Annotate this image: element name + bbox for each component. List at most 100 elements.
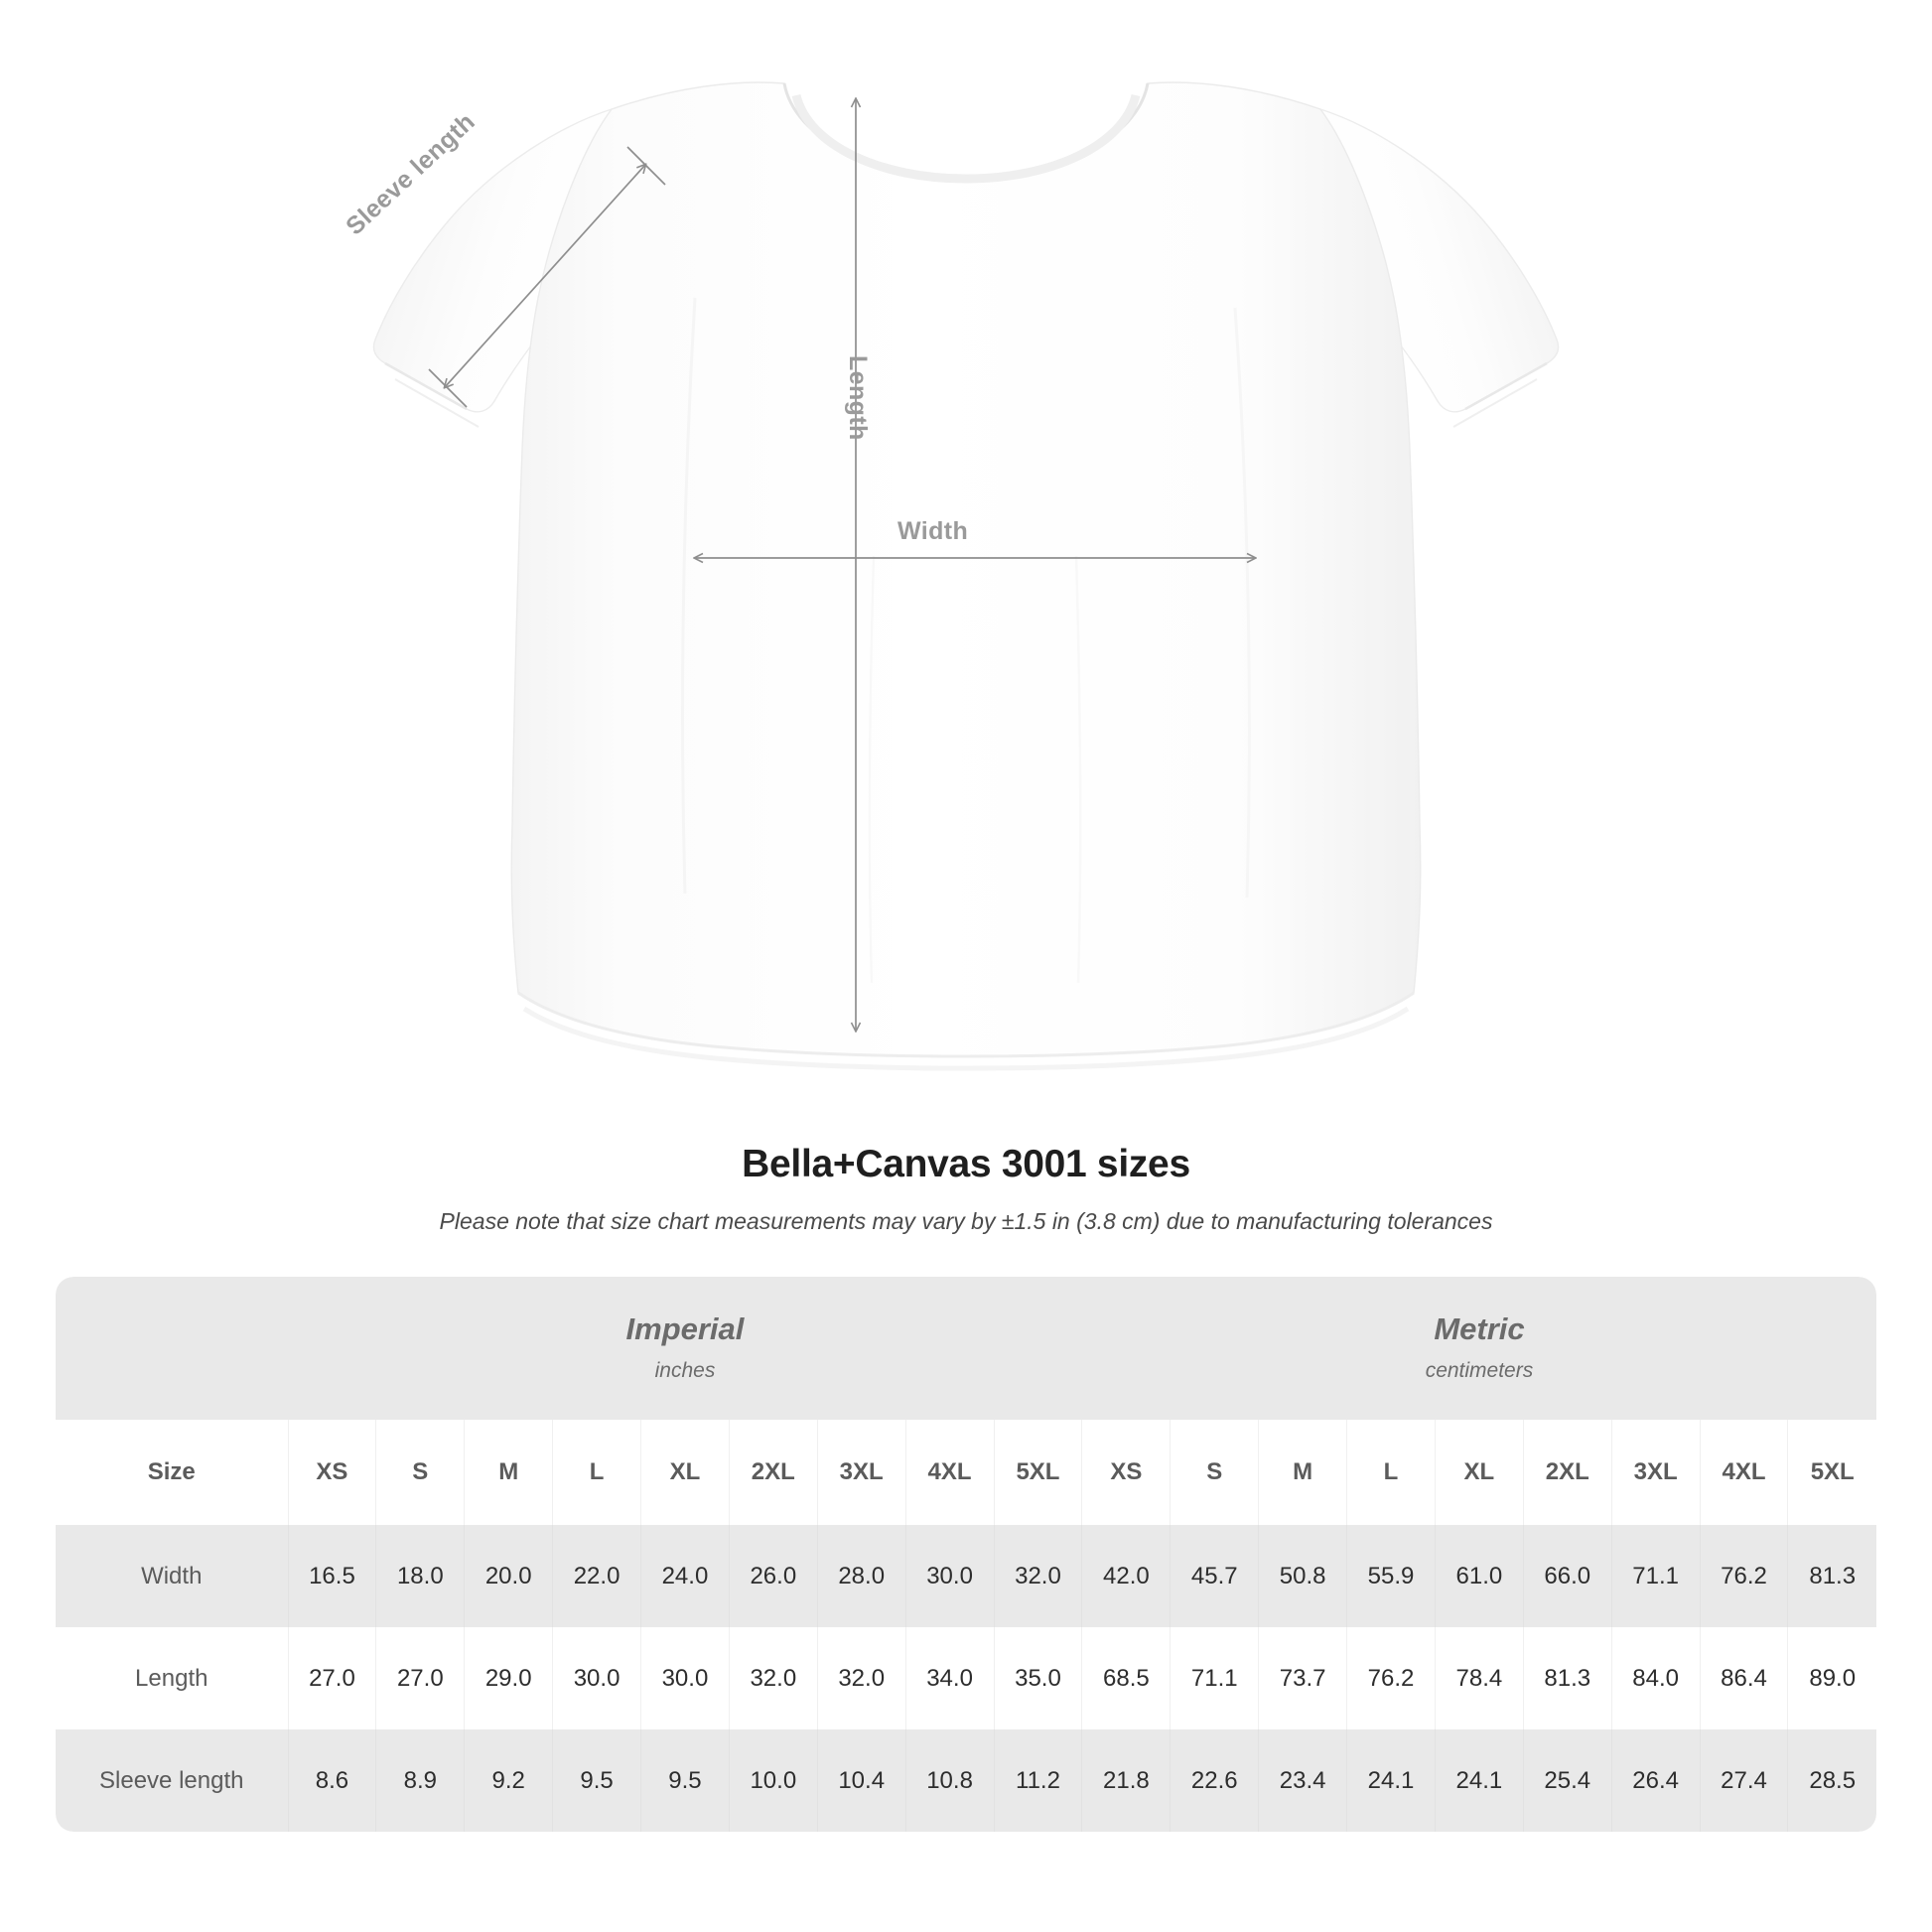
- cell-sleeve-length-metric-xl: 24.1: [1434, 1729, 1524, 1832]
- size-table: Imperial inches Metric centimeters Size XS S M L…: [56, 1277, 1876, 1832]
- cell-width-metric-xs: 42.0: [1081, 1525, 1171, 1627]
- size-column-header-s-metric: S: [1170, 1420, 1259, 1525]
- cell-length-imperial-xl: 30.0: [640, 1627, 730, 1729]
- cell-width-metric-l: 55.9: [1346, 1525, 1436, 1627]
- row-header-width: Width: [56, 1525, 288, 1627]
- cell-length-imperial-l: 30.0: [552, 1627, 641, 1729]
- table-row: Width 16.5 18.0 20.0 22.0 24.0 26.0 28.0 30.0 32.…: [56, 1525, 1876, 1627]
- measurement-arrows: [428, 99, 1255, 1031]
- cell-width-metric-4xl: 76.2: [1699, 1525, 1788, 1627]
- size-column-header-4xl-imperial: 4XL: [904, 1420, 994, 1525]
- unit-group-name: Metric: [1434, 1311, 1525, 1347]
- cell-sleeve-length-imperial-xl: 9.5: [640, 1729, 730, 1832]
- cell-width-metric-2xl: 66.0: [1522, 1525, 1612, 1627]
- cell-width-metric-5xl: 81.3: [1787, 1525, 1876, 1627]
- tolerance-note: Please note that size chart measurements…: [439, 1207, 1493, 1234]
- cell-width-imperial-xl: 24.0: [640, 1525, 730, 1627]
- size-column-header-l-metric: L: [1346, 1420, 1436, 1525]
- tshirt-garment: [372, 81, 1560, 1071]
- cell-width-imperial-l: 22.0: [552, 1525, 641, 1627]
- cell-sleeve-length-imperial-s: 8.9: [375, 1729, 465, 1832]
- cell-length-metric-l: 76.2: [1346, 1627, 1436, 1729]
- page-title: Bella+Canvas 3001 sizes: [742, 1143, 1190, 1185]
- cell-width-metric-m: 50.8: [1258, 1525, 1347, 1627]
- cell-length-imperial-3xl: 32.0: [816, 1627, 906, 1729]
- cell-sleeve-length-imperial-l: 9.5: [552, 1729, 641, 1832]
- unit-banner-row: Imperial inches Metric centimeters: [56, 1277, 1876, 1420]
- cell-width-imperial-xs: 16.5: [287, 1525, 376, 1627]
- cell-sleeve-length-metric-s: 22.6: [1170, 1729, 1259, 1832]
- cell-sleeve-length-imperial-xs: 8.6: [287, 1729, 376, 1832]
- cell-width-imperial-3xl: 28.0: [816, 1525, 906, 1627]
- cell-sleeve-length-metric-3xl: 26.4: [1610, 1729, 1701, 1832]
- width-label: Width: [897, 517, 969, 545]
- cell-length-imperial-xs: 27.0: [287, 1627, 376, 1729]
- cell-sleeve-length-imperial-3xl: 10.4: [816, 1729, 906, 1832]
- cell-sleeve-length-imperial-4xl: 10.8: [904, 1729, 994, 1832]
- table-row: Length 27.0 27.0 29.0 30.0 30.0 32.0 32.0 34.0 35…: [56, 1627, 1876, 1729]
- size-column-header-4xl-metric: 4XL: [1699, 1420, 1788, 1525]
- cell-width-imperial-m: 20.0: [464, 1525, 553, 1627]
- row-header-length: Length: [56, 1627, 288, 1729]
- cell-sleeve-length-metric-xs: 21.8: [1081, 1729, 1171, 1832]
- cell-width-metric-3xl: 71.1: [1610, 1525, 1701, 1627]
- table-row: Sleeve length 8.6 8.9 9.2 9.5 9.5 10.0 10.4 10.8…: [56, 1729, 1876, 1832]
- size-column-header-m-metric: M: [1258, 1420, 1347, 1525]
- cell-length-imperial-2xl: 32.0: [728, 1627, 818, 1729]
- cell-width-imperial-4xl: 30.0: [904, 1525, 994, 1627]
- cell-sleeve-length-metric-m: 23.4: [1258, 1729, 1347, 1832]
- size-column-header-2xl-metric: 2XL: [1522, 1420, 1612, 1525]
- size-column-header-xl-imperial: XL: [640, 1420, 730, 1525]
- tshirt-illustration: [372, 81, 1560, 1071]
- cell-length-imperial-m: 29.0: [464, 1627, 553, 1729]
- size-column-header-5xl-metric: 5XL: [1787, 1420, 1876, 1525]
- cell-length-metric-5xl: 89.0: [1787, 1627, 1876, 1729]
- chart-title-block: Bella+Canvas 3001 sizes Please note that…: [0, 1143, 1932, 1235]
- cell-length-imperial-5xl: 35.0: [993, 1627, 1082, 1729]
- cell-length-metric-m: 73.7: [1258, 1627, 1347, 1729]
- cell-width-imperial-s: 18.0: [375, 1525, 465, 1627]
- column-header-size: Size: [56, 1420, 288, 1525]
- cell-length-metric-xs: 68.5: [1081, 1627, 1171, 1729]
- cell-width-imperial-2xl: 26.0: [728, 1525, 818, 1627]
- size-column-header-xs-imperial: XS: [287, 1420, 376, 1525]
- cell-length-imperial-s: 27.0: [375, 1627, 465, 1729]
- size-column-header-2xl-imperial: 2XL: [728, 1420, 818, 1525]
- size-column-header-3xl-imperial: 3XL: [816, 1420, 906, 1525]
- unit-banner-spacer: [56, 1277, 288, 1420]
- cell-length-metric-2xl: 81.3: [1522, 1627, 1612, 1729]
- size-column-header-xl-metric: XL: [1434, 1420, 1524, 1525]
- size-column-header-3xl-metric: 3XL: [1610, 1420, 1701, 1525]
- tshirt-measurement-diagram: Sleeve length Length Width: [341, 81, 1560, 1071]
- cell-length-metric-xl: 78.4: [1434, 1627, 1524, 1729]
- cell-length-metric-4xl: 86.4: [1699, 1627, 1788, 1729]
- cell-sleeve-length-imperial-m: 9.2: [464, 1729, 553, 1832]
- unit-group-subtitle: inches: [654, 1359, 716, 1383]
- unit-group-subtitle: centimeters: [1425, 1359, 1534, 1383]
- cell-width-metric-xl: 61.0: [1434, 1525, 1524, 1627]
- size-column-header-l-imperial: L: [552, 1420, 641, 1525]
- unit-group-metric: Metric centimeters: [1081, 1277, 1876, 1420]
- cell-width-imperial-5xl: 32.0: [993, 1525, 1082, 1627]
- length-label: Length: [844, 355, 872, 441]
- size-header-row: Size XS S M L XL 2XL 3XL 4XL 5XL XS S M L XL 2XL 3XL 4XL 5…: [56, 1420, 1876, 1525]
- cell-sleeve-length-imperial-5xl: 11.2: [993, 1729, 1082, 1832]
- sleeve-length-arrow: [445, 165, 645, 387]
- cell-sleeve-length-metric-5xl: 28.5: [1787, 1729, 1876, 1832]
- size-column-header-5xl-imperial: 5XL: [993, 1420, 1082, 1525]
- cell-length-imperial-4xl: 34.0: [904, 1627, 994, 1729]
- unit-group-name: Imperial: [625, 1311, 745, 1347]
- cell-length-metric-s: 71.1: [1170, 1627, 1259, 1729]
- size-column-header-s-imperial: S: [375, 1420, 465, 1525]
- unit-group-imperial: Imperial inches: [288, 1277, 1082, 1420]
- cell-length-metric-3xl: 84.0: [1610, 1627, 1701, 1729]
- row-header-sleeve-length: Sleeve length: [56, 1729, 288, 1832]
- cell-width-metric-s: 45.7: [1170, 1525, 1259, 1627]
- size-column-header-m-imperial: M: [464, 1420, 553, 1525]
- size-table-container: Imperial inches Metric centimeters Size XS S M L…: [56, 1277, 1876, 1832]
- cell-sleeve-length-metric-2xl: 25.4: [1522, 1729, 1612, 1832]
- cell-sleeve-length-metric-l: 24.1: [1346, 1729, 1436, 1832]
- cell-sleeve-length-metric-4xl: 27.4: [1699, 1729, 1788, 1832]
- size-column-header-xs-metric: XS: [1081, 1420, 1171, 1525]
